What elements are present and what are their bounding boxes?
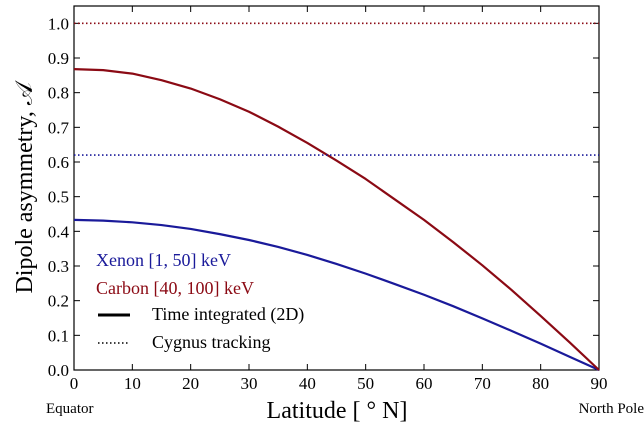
x-tick-label: 40 [299, 374, 316, 393]
legend-label-time-integrated: Time integrated (2D) [152, 304, 304, 325]
x-axis-title: Latitude [ ° N] [267, 398, 408, 424]
legend: Xenon [1, 50] keV Carbon [40, 100] keV T… [96, 250, 304, 352]
legend-label-carbon: Carbon [40, 100] keV [96, 278, 254, 298]
y-tick-label: 0.7 [48, 118, 70, 137]
x-tick-label: 0 [70, 374, 79, 393]
y-tick-label: 0.8 [48, 84, 69, 103]
legend-label-xenon: Xenon [1, 50] keV [96, 250, 231, 270]
series-line [73, 218, 600, 372]
y-tick-label: 0.6 [48, 153, 69, 172]
equator-annotation: Equator [46, 401, 93, 417]
x-tick-label: 10 [124, 374, 141, 393]
y-axis-title: Dipole asymmetry, 𝒜 [12, 80, 38, 293]
x-tick-label: 70 [474, 374, 491, 393]
plot-area [73, 5, 600, 371]
y-tick-label: 0.4 [48, 222, 70, 241]
series-layer [73, 22, 600, 372]
x-tick-label: 50 [357, 374, 374, 393]
y-tick-label: 0.2 [48, 292, 69, 311]
x-axis-ticks: 0 10 20 30 40 50 60 70 80 90 [70, 6, 608, 393]
x-tick-label: 90 [591, 374, 608, 393]
x-tick-label: 80 [532, 374, 549, 393]
y-axis-ticks: 0.0 0.1 0.2 0.3 0.4 0.5 0.6 0.7 0.8 0.9 1.0 [48, 14, 599, 380]
legend-label-cygnus-tracking: Cygnus tracking [152, 332, 271, 352]
y-tick-label: 0.3 [48, 257, 69, 276]
y-tick-label: 0.9 [48, 49, 69, 68]
x-tick-label: 20 [182, 374, 199, 393]
y-tick-label: 0.1 [48, 326, 69, 345]
north-pole-annotation: North Pole [579, 401, 644, 417]
y-tick-label: 0.5 [48, 188, 69, 207]
series-line [73, 67, 600, 371]
x-tick-label: 30 [241, 374, 258, 393]
y-tick-label: 1.0 [48, 14, 69, 33]
x-tick-label: 60 [416, 374, 433, 393]
y-tick-label: 0.0 [48, 361, 69, 380]
